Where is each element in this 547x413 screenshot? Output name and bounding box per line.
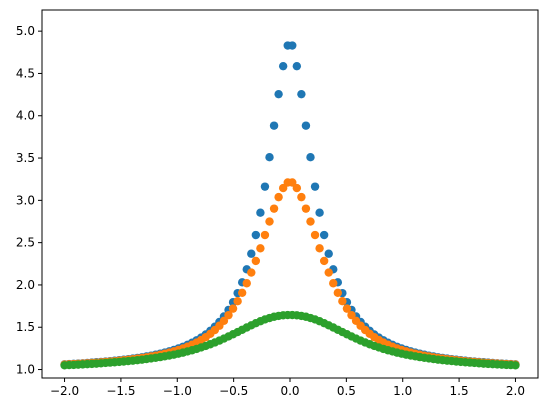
data-point (319, 256, 329, 266)
data-point (274, 89, 283, 99)
data-point (310, 182, 320, 191)
x-tick-label: 2.0 (506, 384, 525, 398)
data-point (247, 268, 256, 277)
data-point (260, 182, 270, 191)
data-point (288, 178, 297, 187)
data-point (301, 121, 311, 130)
data-point (247, 249, 256, 258)
data-point (315, 244, 324, 253)
data-point (306, 217, 315, 226)
x-tick-label: −2.0 (50, 384, 79, 398)
y-tick-label: 1.0 (16, 363, 35, 377)
series-3 (60, 310, 520, 370)
data-point (329, 279, 338, 288)
data-point (251, 256, 261, 266)
y-tick-label: 2.0 (16, 278, 35, 292)
data-point (256, 208, 265, 217)
y-tick-label: 5.0 (16, 24, 35, 38)
x-tick-label: −1.5 (106, 384, 135, 398)
y-tick-label: 4.5 (16, 66, 35, 80)
data-point (265, 153, 274, 162)
data-point (306, 153, 315, 162)
data-point (224, 310, 233, 320)
data-point (256, 244, 265, 253)
data-point (333, 288, 343, 298)
data-point (242, 279, 251, 288)
data-point (278, 183, 288, 193)
data-point (511, 361, 520, 370)
data-point (347, 310, 356, 320)
data-point (342, 304, 352, 313)
data-point (315, 208, 324, 217)
y-axis: 1.0 1.5 2.0 2.5 3.0 3.5 4.0 4.5 5.0 (16, 24, 42, 377)
x-axis: −2.0 −1.5 −1.0 −0.5 0.0 0.5 1.0 1.5 2.0 (50, 378, 525, 398)
data-point (269, 121, 279, 130)
data-point (233, 296, 242, 306)
data-point (219, 316, 229, 326)
x-tick-label: 0.5 (337, 384, 356, 398)
data-point (237, 288, 247, 298)
data-point (324, 268, 333, 277)
y-tick-label: 3.5 (16, 151, 35, 165)
data-point (288, 41, 297, 50)
data-point (274, 192, 283, 202)
y-tick-label: 2.5 (16, 236, 35, 250)
data-point (265, 217, 274, 226)
y-tick-label: 3.0 (16, 193, 35, 207)
data-point (301, 204, 311, 213)
x-tick-label: 0.0 (280, 384, 299, 398)
data-point (269, 204, 279, 213)
data-point (260, 230, 270, 240)
data-point (278, 61, 288, 71)
y-tick-label: 1.5 (16, 320, 35, 334)
x-tick-label: −0.5 (219, 384, 248, 398)
data-point (297, 192, 306, 202)
data-point (310, 230, 320, 240)
data-point (292, 61, 302, 71)
x-tick-label: 1.0 (393, 384, 412, 398)
data-point (297, 89, 306, 99)
x-tick-label: 1.5 (450, 384, 469, 398)
data-point (292, 183, 302, 193)
data-point (319, 230, 329, 240)
x-tick-label: −1.0 (163, 384, 192, 398)
data-point (251, 230, 261, 240)
data-points (60, 41, 520, 370)
data-point (338, 296, 347, 306)
data-point (324, 249, 333, 258)
y-tick-label: 4.0 (16, 109, 35, 123)
data-point (228, 304, 238, 313)
